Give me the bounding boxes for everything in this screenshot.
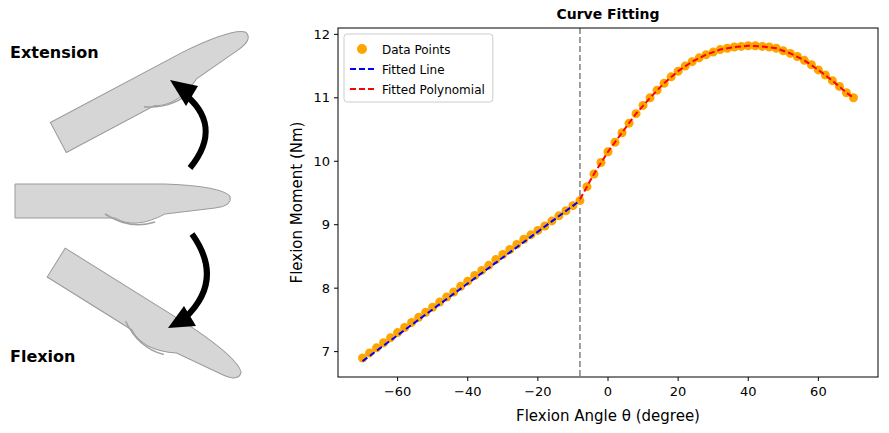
hand-neutral bbox=[15, 184, 230, 225]
x-tick bbox=[678, 377, 679, 381]
fit-line bbox=[580, 46, 854, 200]
y-tick bbox=[334, 224, 338, 225]
y-tick-label: 8 bbox=[322, 281, 330, 296]
y-axis-title: Flexion Moment (Nm) bbox=[288, 122, 306, 284]
hand-flexion bbox=[44, 248, 248, 397]
y-tick-label: 10 bbox=[313, 154, 330, 169]
legend-box bbox=[344, 34, 493, 102]
hand-illustration bbox=[15, 21, 260, 396]
x-axis-title: Flexion Angle θ (degree) bbox=[516, 407, 700, 425]
legend-label: Fitted Polynomial bbox=[382, 83, 485, 97]
y-tick bbox=[334, 351, 338, 352]
hand-shape bbox=[15, 184, 230, 223]
fit-line bbox=[363, 201, 580, 362]
x-tick bbox=[467, 377, 468, 381]
y-tick bbox=[334, 34, 338, 35]
x-tick bbox=[608, 377, 609, 381]
label-extension: Extension bbox=[10, 43, 99, 62]
x-tick-label: −60 bbox=[384, 384, 411, 399]
axes: −60 −40 −20 0 20 40 60 7 8 9 10 11 12 bbox=[313, 27, 826, 399]
chart-title: Curve Fitting bbox=[556, 6, 659, 22]
arrow-up-head bbox=[170, 80, 198, 106]
hand-shape bbox=[44, 248, 247, 395]
hand-extension bbox=[50, 21, 259, 158]
x-tick-label: −20 bbox=[524, 384, 551, 399]
y-tick bbox=[334, 97, 338, 98]
hand-shape bbox=[50, 21, 259, 157]
x-tick bbox=[818, 377, 819, 381]
x-tick bbox=[397, 377, 398, 381]
plot-frame bbox=[338, 28, 878, 377]
arrow-down-head bbox=[168, 306, 196, 328]
arrow-down bbox=[185, 234, 207, 318]
x-tick-label: 60 bbox=[810, 384, 827, 399]
y-tick-label: 9 bbox=[322, 217, 330, 232]
x-tick-label: 20 bbox=[670, 384, 687, 399]
thumb-line bbox=[105, 214, 155, 225]
y-tick-label: 7 bbox=[322, 344, 330, 359]
legend-line bbox=[350, 88, 374, 90]
x-tick-label: −40 bbox=[454, 384, 481, 399]
x-tick-label: 0 bbox=[604, 384, 612, 399]
y-tick bbox=[334, 288, 338, 289]
y-tick bbox=[334, 161, 338, 162]
figure: Extension Flexion Curve Fitting −60 −40 −20 0 2… bbox=[0, 0, 889, 433]
thumb-line bbox=[120, 321, 168, 357]
legend-line bbox=[350, 68, 374, 70]
y-tick-label: 11 bbox=[313, 90, 330, 105]
label-flexion: Flexion bbox=[10, 347, 75, 366]
x-tick bbox=[748, 377, 749, 381]
legend-marker bbox=[357, 44, 367, 54]
x-tick bbox=[537, 377, 538, 381]
scatter-points bbox=[358, 41, 858, 362]
legend-label: Data Points bbox=[382, 43, 451, 57]
x-tick-label: 40 bbox=[740, 384, 757, 399]
legend: Data Points Fitted Line Fitted Polynomial bbox=[344, 34, 493, 102]
y-tick-label: 12 bbox=[313, 27, 330, 42]
legend-label: Fitted Line bbox=[382, 63, 445, 77]
